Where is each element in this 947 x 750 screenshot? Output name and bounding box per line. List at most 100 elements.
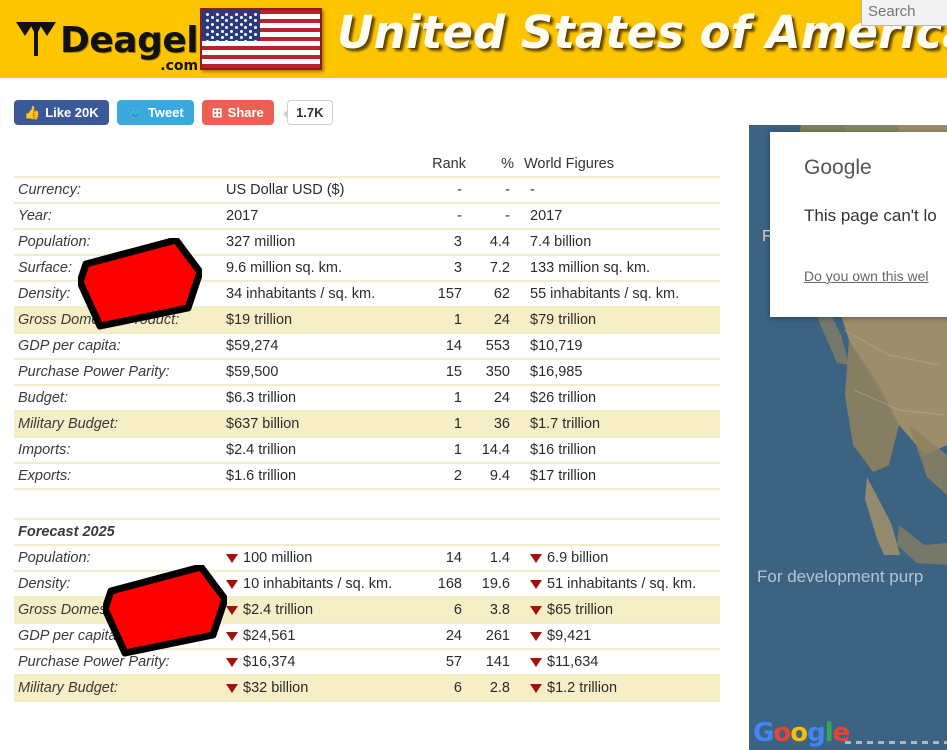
deagel-logo-text: Deagel bbox=[60, 20, 199, 61]
row-rank: 57 bbox=[414, 649, 472, 676]
error-dialog-title: Google bbox=[804, 156, 872, 179]
row-rank: 24 bbox=[414, 623, 472, 650]
table-row: Density: 34 inhabitants / sq. km. 157 62 55 … bbox=[14, 281, 720, 308]
row-world: $9,421 bbox=[520, 623, 720, 650]
row-label: Budget: bbox=[14, 385, 216, 412]
row-world: $16 trillion bbox=[520, 437, 720, 464]
spacer-cell bbox=[414, 503, 472, 520]
country-stats-table: Rank % World Figures Currency: US Dollar … bbox=[14, 152, 720, 702]
map-development-watermark: For development purp bbox=[757, 567, 924, 586]
row-value: $1.6 trillion bbox=[216, 463, 414, 490]
down-arrow-icon bbox=[530, 632, 542, 641]
row-label: Surface: bbox=[14, 255, 216, 282]
twitter-tweet-button[interactable]: 🐦 Tweet bbox=[116, 100, 194, 125]
col-header-label bbox=[14, 152, 216, 178]
deagel-logo-suffix: .com bbox=[160, 58, 199, 74]
table-row: Density: 10 inhabitants / sq. km. 168 19.6 5… bbox=[14, 571, 720, 598]
forecast-heading-filler bbox=[216, 519, 414, 546]
table-spacer bbox=[14, 489, 720, 503]
row-percent: 19.6 bbox=[472, 571, 520, 598]
row-value: 34 inhabitants / sq. km. bbox=[216, 281, 414, 308]
row-rank: 15 bbox=[414, 359, 472, 386]
share-button[interactable]: ⊞ Share bbox=[201, 100, 274, 125]
row-value: $19 trillion bbox=[216, 307, 414, 334]
col-header-world: World Figures bbox=[520, 152, 720, 178]
row-label: GDP per capita: bbox=[14, 333, 216, 360]
row-percent: 36 bbox=[472, 411, 520, 438]
row-value: $59,274 bbox=[216, 333, 414, 360]
google-logo-letter: l bbox=[824, 718, 834, 748]
row-world: $11,634 bbox=[520, 649, 720, 676]
row-percent: 553 bbox=[472, 333, 520, 360]
table-header-row: Rank % World Figures bbox=[14, 152, 720, 178]
row-world: $1.2 trillion bbox=[520, 675, 720, 702]
row-percent: 14.4 bbox=[472, 437, 520, 464]
table-row: Budget: $6.3 trillion 1 24 $26 trillion bbox=[14, 385, 720, 412]
table-row: Year: 2017- -2017 bbox=[14, 203, 720, 230]
table-row: Population: 100 million 14 1.4 6.9 billion bbox=[14, 545, 720, 572]
down-arrow-icon bbox=[530, 606, 542, 615]
col-header-value bbox=[216, 152, 414, 178]
map-bottom-dashes bbox=[845, 741, 947, 744]
row-world: - bbox=[520, 177, 720, 204]
error-dialog-link[interactable]: Do you own this wel bbox=[804, 268, 929, 284]
google-logo-letter: G bbox=[753, 718, 774, 748]
row-label: Population: bbox=[14, 229, 216, 256]
row-rank: 168 bbox=[414, 571, 472, 598]
social-share-bar: 👍 Like 20K 🐦 Tweet ⊞ Share 1.7K bbox=[14, 100, 333, 125]
table-row: Currency: US Dollar USD ($) - - - bbox=[14, 177, 720, 204]
row-label: Gross Domestic Product: bbox=[14, 307, 216, 334]
facebook-like-button[interactable]: 👍 Like 20K bbox=[14, 100, 109, 125]
row-rank: - bbox=[414, 177, 472, 204]
spacer-cell bbox=[14, 489, 720, 503]
usa-flag-icon bbox=[200, 8, 322, 70]
spacer-cell bbox=[520, 503, 720, 520]
row-label: Year: bbox=[14, 203, 216, 230]
row-world: 55 inhabitants / sq. km. bbox=[520, 281, 720, 308]
down-arrow-icon bbox=[530, 580, 542, 589]
google-error-dialog: Google This page can't lo Do you own thi… bbox=[770, 132, 947, 317]
down-arrow-icon bbox=[226, 632, 238, 641]
row-rank: 2 bbox=[414, 463, 472, 490]
twitter-bird-icon: 🐦 bbox=[126, 105, 143, 120]
table-row: Imports: $2.4 trillion 1 14.4 $16 trillion bbox=[14, 437, 720, 464]
row-label: Density: bbox=[14, 571, 216, 598]
row-value: 2017 bbox=[216, 203, 414, 230]
row-world: $79 trillion bbox=[520, 307, 720, 334]
table-row: Military Budget: $637 billion 1 36 $1.7 tril… bbox=[14, 411, 720, 438]
row-percent: 261 bbox=[472, 623, 520, 650]
row-rank: 6 bbox=[414, 675, 472, 702]
google-logo-watermark: Google bbox=[753, 718, 850, 748]
row-rank: 1 bbox=[414, 385, 472, 412]
row-value: $24,561 bbox=[216, 623, 414, 650]
col-header-rank: Rank bbox=[414, 152, 472, 178]
table-row: Gross Domestic Product: $19 trillion 1 24 $7… bbox=[14, 307, 720, 334]
google-logo-letter: g bbox=[807, 718, 826, 748]
table-row: Purchase Power Parity: $59,500 15 350 $16,98… bbox=[14, 359, 720, 386]
twitter-tweet-label: Tweet bbox=[147, 105, 184, 120]
row-label: Purchase Power Parity: bbox=[14, 649, 216, 676]
row-rank: 6 bbox=[414, 597, 472, 624]
row-rank: 1 bbox=[414, 411, 472, 438]
row-value: $2.4 trillion bbox=[216, 437, 414, 464]
spacer-cell bbox=[216, 503, 414, 520]
row-value: 327 million bbox=[216, 229, 414, 256]
row-percent: 350 bbox=[472, 359, 520, 386]
deagel-logo[interactable]: Deagel .com bbox=[14, 16, 199, 74]
table-row: Surface: 9.6 million sq. km. 3 7.2 133 milli… bbox=[14, 255, 720, 282]
row-percent: 24 bbox=[472, 307, 520, 334]
row-world: 2017 bbox=[520, 203, 720, 230]
forecast-section-heading-row: Forecast 2025 bbox=[14, 519, 720, 546]
row-percent: 2.8 bbox=[472, 675, 520, 702]
row-value: $16,374 bbox=[216, 649, 414, 676]
down-arrow-icon bbox=[226, 658, 238, 667]
row-percent: - bbox=[472, 177, 520, 204]
table-row: GDP per capita: $24,561 24 261 $9,421 bbox=[14, 623, 720, 650]
search-input[interactable] bbox=[861, 0, 947, 26]
row-value: 9.6 million sq. km. bbox=[216, 255, 414, 282]
share-label: Share bbox=[227, 105, 264, 120]
row-rank: 3 bbox=[414, 255, 472, 282]
row-value: $637 billion bbox=[216, 411, 414, 438]
down-arrow-icon bbox=[530, 658, 542, 667]
table-row: Population: 327 million 3 4.4 7.4 billion bbox=[14, 229, 720, 256]
